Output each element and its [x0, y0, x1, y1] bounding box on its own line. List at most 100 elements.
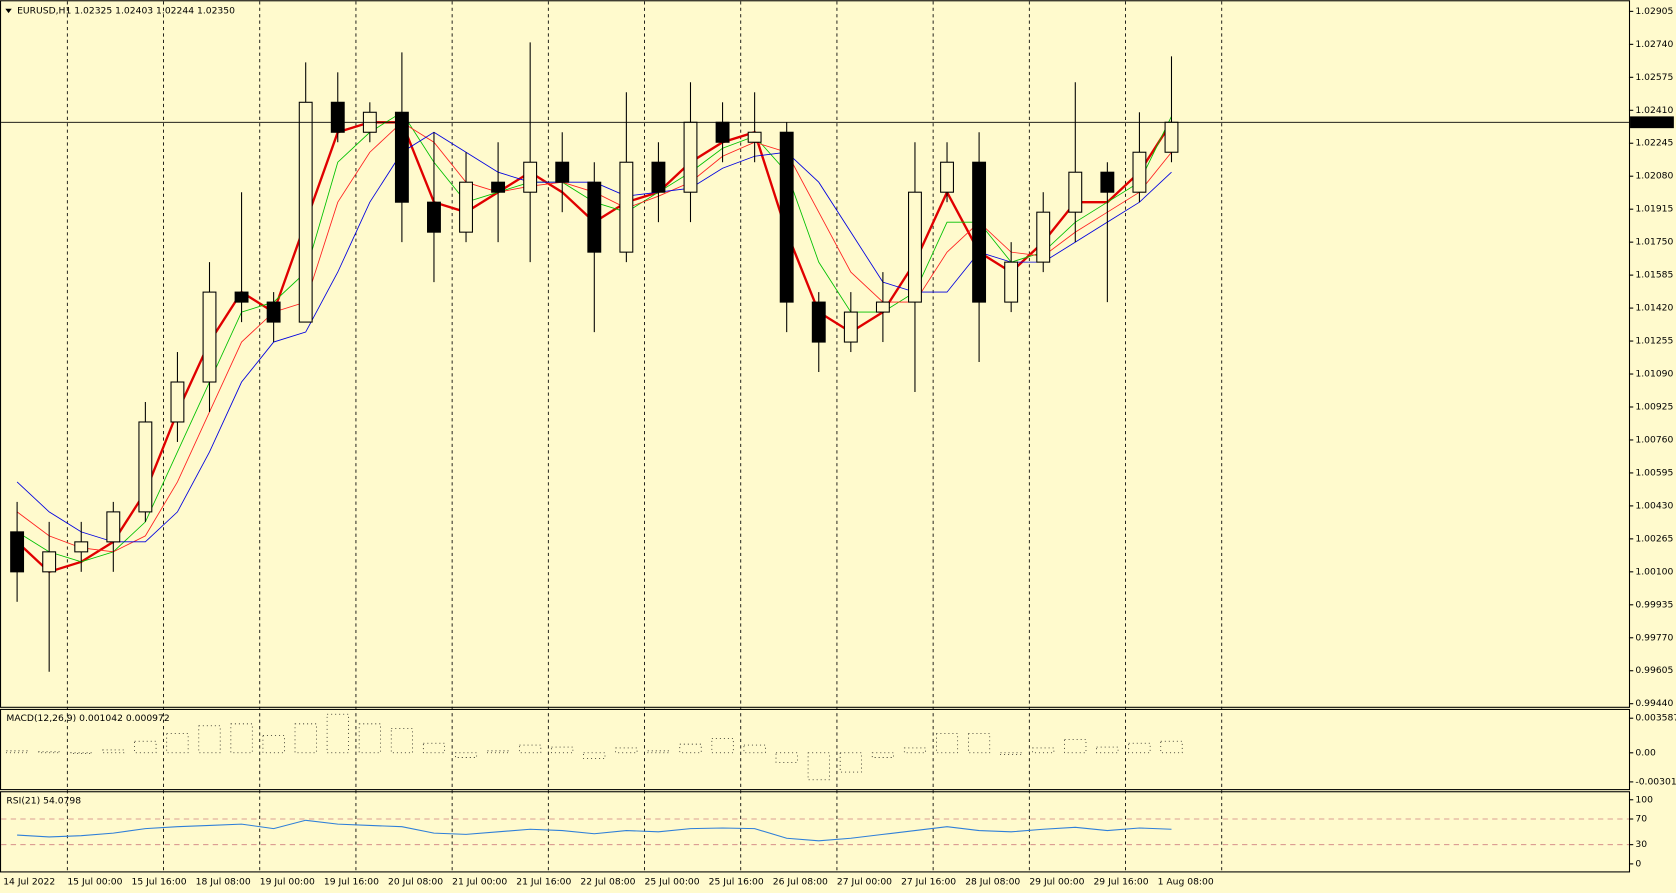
- candle-body: [330, 101, 345, 133]
- x-tick-label: 15 Jul 16:00: [131, 877, 186, 888]
- candle-body: [1004, 261, 1019, 303]
- menu-arrow: [5, 8, 12, 14]
- x-tick-label: 26 Jul 08:00: [773, 877, 828, 888]
- x-tick-label: 19 Jul 16:00: [324, 877, 379, 888]
- candle-body: [1164, 121, 1179, 153]
- candle-body: [491, 181, 506, 193]
- candle-body: [779, 131, 794, 303]
- last-price-label: 1.02350: [1635, 117, 1673, 128]
- candle-body: [298, 101, 313, 323]
- y-tick-label: -0.003016: [1635, 776, 1676, 787]
- macd-bar: [903, 747, 926, 754]
- candle-body: [266, 301, 281, 323]
- candle-body: [202, 291, 217, 383]
- y-tick-label: 0.00: [1635, 747, 1656, 758]
- y-tick-label: 30: [1635, 839, 1647, 850]
- y-tick-label: 0.99770: [1635, 632, 1673, 643]
- macd-bar: [1064, 738, 1087, 754]
- y-tick-label: 1.02905: [1635, 6, 1673, 17]
- x-tick-label: 27 Jul 00:00: [837, 877, 892, 888]
- candle-body: [1068, 171, 1083, 213]
- macd-title: MACD(12,26,9) 0.001042 0.000972: [6, 713, 169, 724]
- macd-bar: [294, 723, 317, 754]
- candle-body: [715, 121, 730, 143]
- x-tick-label: 29 Jul 16:00: [1093, 877, 1148, 888]
- macd-bar: [455, 752, 478, 758]
- macd-bar: [871, 752, 894, 758]
- candle-body: [587, 181, 602, 253]
- main-panel-border: [0, 0, 1631, 708]
- y-tick-label: 0: [1635, 858, 1641, 869]
- candle-body: [908, 191, 922, 303]
- y-tick-label: 1.02410: [1635, 105, 1673, 116]
- candle-body: [106, 511, 121, 543]
- x-tick-label: 25 Jul 00:00: [645, 877, 700, 888]
- macd-bar: [615, 747, 638, 754]
- x-tick-label: 25 Jul 16:00: [709, 877, 764, 888]
- rsi-line: [17, 819, 1172, 842]
- candle-body: [74, 541, 89, 553]
- chart-title: EURUSD,H1 1.02325 1.02403 1.02244 1.0235…: [17, 5, 235, 16]
- candle-body: [170, 381, 185, 423]
- y-tick-label: 1.01090: [1635, 369, 1673, 380]
- y-tick-label: 0.99605: [1635, 665, 1673, 676]
- y-tick-label: 1.01420: [1635, 303, 1673, 314]
- candle-body: [651, 161, 666, 193]
- marks-layer: 0.99440 0.99605 0.99770 0.99935 1.00100 1.002…: [1, 6, 1676, 888]
- macd-bar: [358, 723, 381, 754]
- y-tick-label: 1.01585: [1635, 270, 1673, 281]
- y-tick-label: 1.01915: [1635, 204, 1673, 215]
- macd-bar: [711, 738, 734, 754]
- y-tick-label: 0.99440: [1635, 698, 1673, 709]
- candle-body: [1100, 171, 1115, 193]
- x-tick-label: 1 Aug 08:00: [1158, 877, 1214, 888]
- candle-body: [1132, 151, 1147, 193]
- y-tick-label: 1.02245: [1635, 138, 1673, 149]
- y-tick-label: 70: [1635, 814, 1647, 825]
- macd-bar: [390, 728, 413, 754]
- grid-layer: [66, 1, 1223, 872]
- last-price-box: [1630, 116, 1674, 129]
- y-tick-label: 0.99935: [1635, 599, 1673, 610]
- candle-body: [972, 161, 987, 303]
- candle-body: [1036, 211, 1051, 263]
- x-tick-label: 20 Jul 08:00: [388, 877, 443, 888]
- y-tick-label: 1.01255: [1635, 336, 1673, 347]
- candle-body: [234, 291, 249, 303]
- candle-body: [683, 121, 698, 193]
- y-tick-label: 100: [1635, 794, 1653, 805]
- y-tick-label: 1.02740: [1635, 39, 1673, 50]
- y-tick-label: 0.003587: [1635, 713, 1676, 724]
- macd-bar: [38, 751, 61, 754]
- candle-body: [42, 551, 57, 573]
- x-tick-label: 28 Jul 08:00: [965, 877, 1020, 888]
- y-tick-label: 1.02575: [1635, 72, 1673, 83]
- macd-bar: [262, 735, 285, 754]
- x-tick-label: 14 Jul 2022: [3, 877, 55, 888]
- macd-panel-border: [0, 708, 1631, 791]
- x-tick-label: 22 Jul 08:00: [580, 877, 635, 888]
- x-tick-label: 18 Jul 08:00: [196, 877, 251, 888]
- y-tick-label: 1.01750: [1635, 237, 1673, 248]
- y-tick-label: 1.00100: [1635, 566, 1673, 577]
- macd-bar: [326, 713, 349, 754]
- candle-body: [394, 111, 409, 203]
- candle-body: [523, 161, 538, 193]
- x-tick-label: 19 Jul 00:00: [260, 877, 315, 888]
- candle-body: [138, 421, 153, 513]
- y-tick-label: 1.00760: [1635, 434, 1673, 445]
- macd-bar: [1096, 746, 1119, 754]
- x-tick-label: 15 Jul 00:00: [67, 877, 122, 888]
- candle-body: [619, 161, 634, 253]
- macd-bar: [551, 746, 574, 754]
- candle-body: [10, 531, 25, 573]
- macd-bar: [1032, 747, 1055, 754]
- candle-body: [811, 301, 826, 343]
- candle-body: [555, 161, 570, 183]
- macd-bar: [679, 743, 702, 754]
- macd-bar: [70, 752, 93, 754]
- x-tick-label: 21 Jul 16:00: [516, 877, 571, 888]
